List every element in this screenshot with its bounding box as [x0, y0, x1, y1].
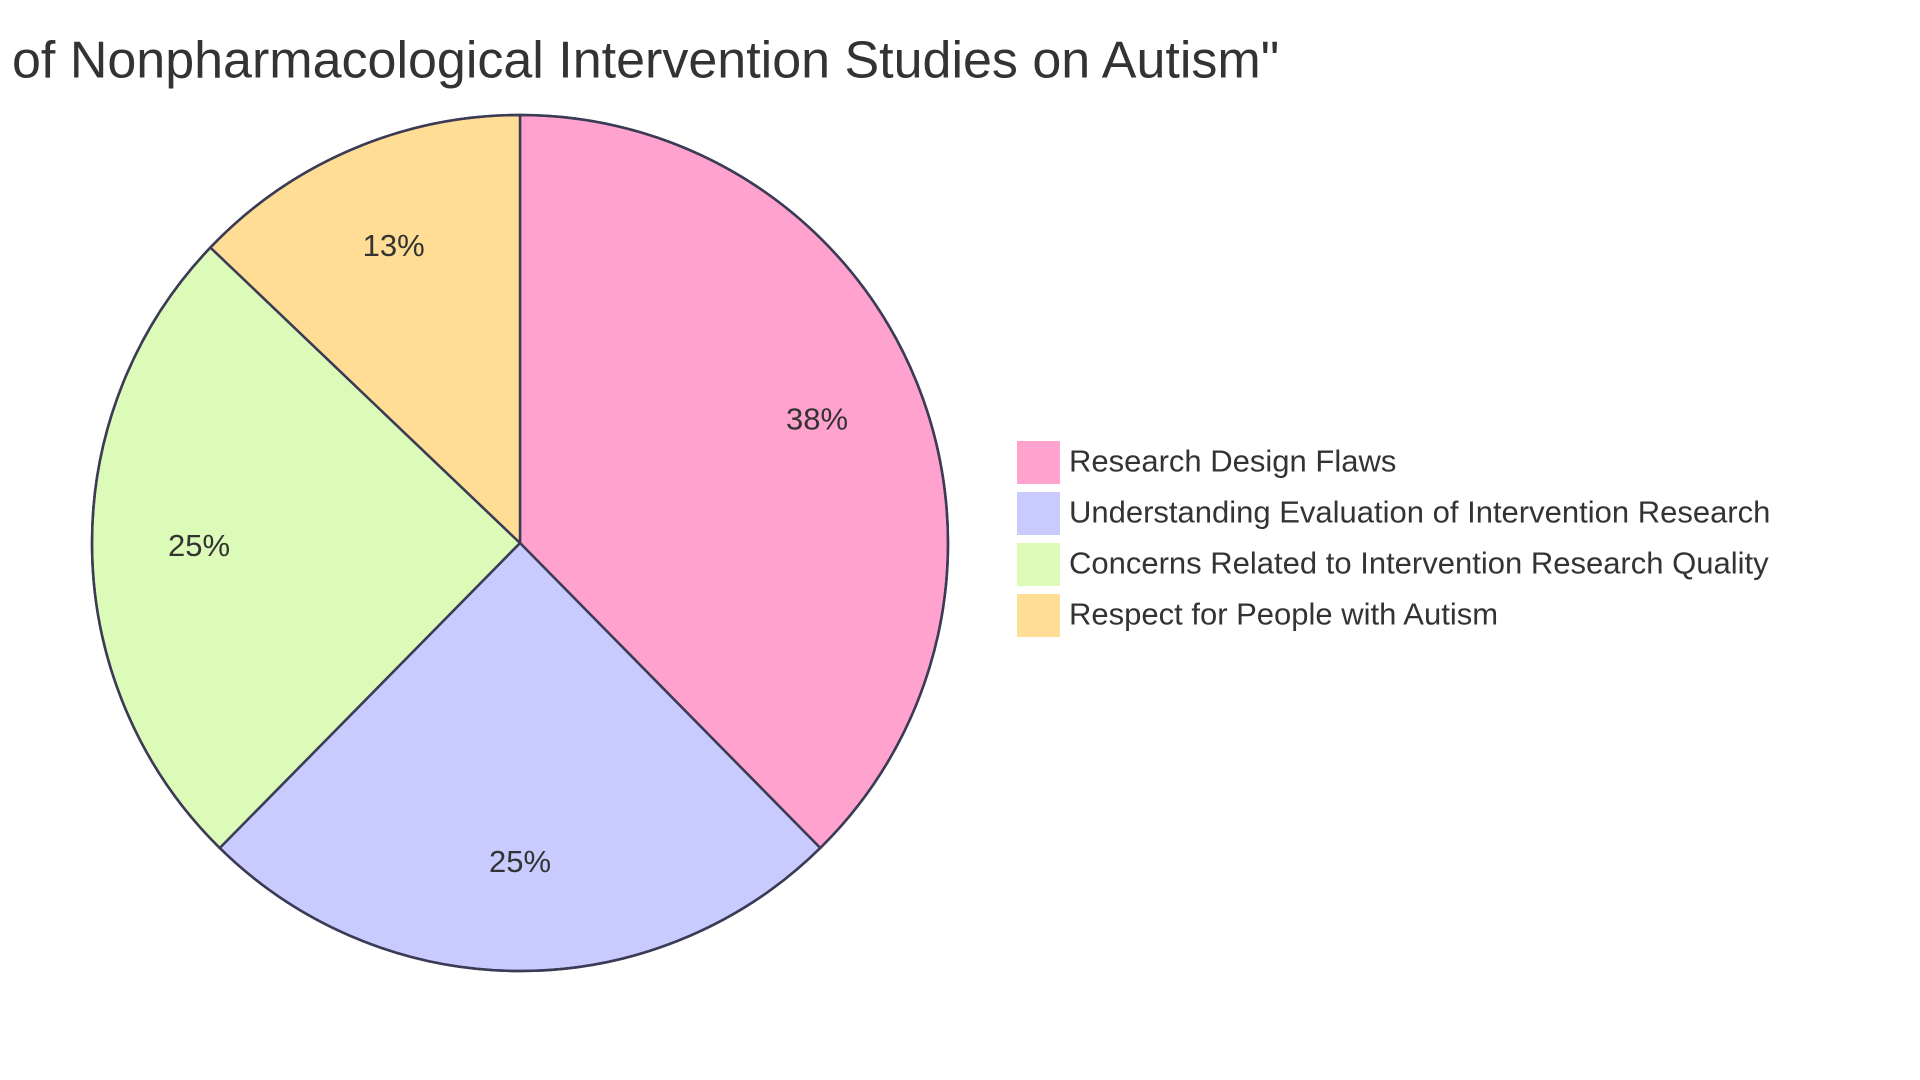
legend-label: Concerns Related to Intervention Researc… — [1069, 546, 1769, 581]
legend-label: Understanding Evaluation of Intervention… — [1069, 495, 1770, 530]
legend-swatch — [1017, 492, 1060, 535]
legend-swatch — [1017, 441, 1060, 484]
slice-label: 25% — [489, 844, 551, 879]
slice-label: 13% — [363, 228, 425, 263]
slice-label: 25% — [168, 528, 230, 563]
pie-outline — [90, 113, 950, 973]
legend-swatch — [1017, 543, 1060, 586]
chart-title: of Nonpharmacological Intervention Studi… — [12, 32, 1279, 90]
legend-label: Research Design Flaws — [1069, 444, 1396, 479]
legend-swatch — [1017, 594, 1060, 637]
slice-label: 38% — [786, 402, 848, 437]
legend-label: Respect for People with Autism — [1069, 597, 1498, 632]
